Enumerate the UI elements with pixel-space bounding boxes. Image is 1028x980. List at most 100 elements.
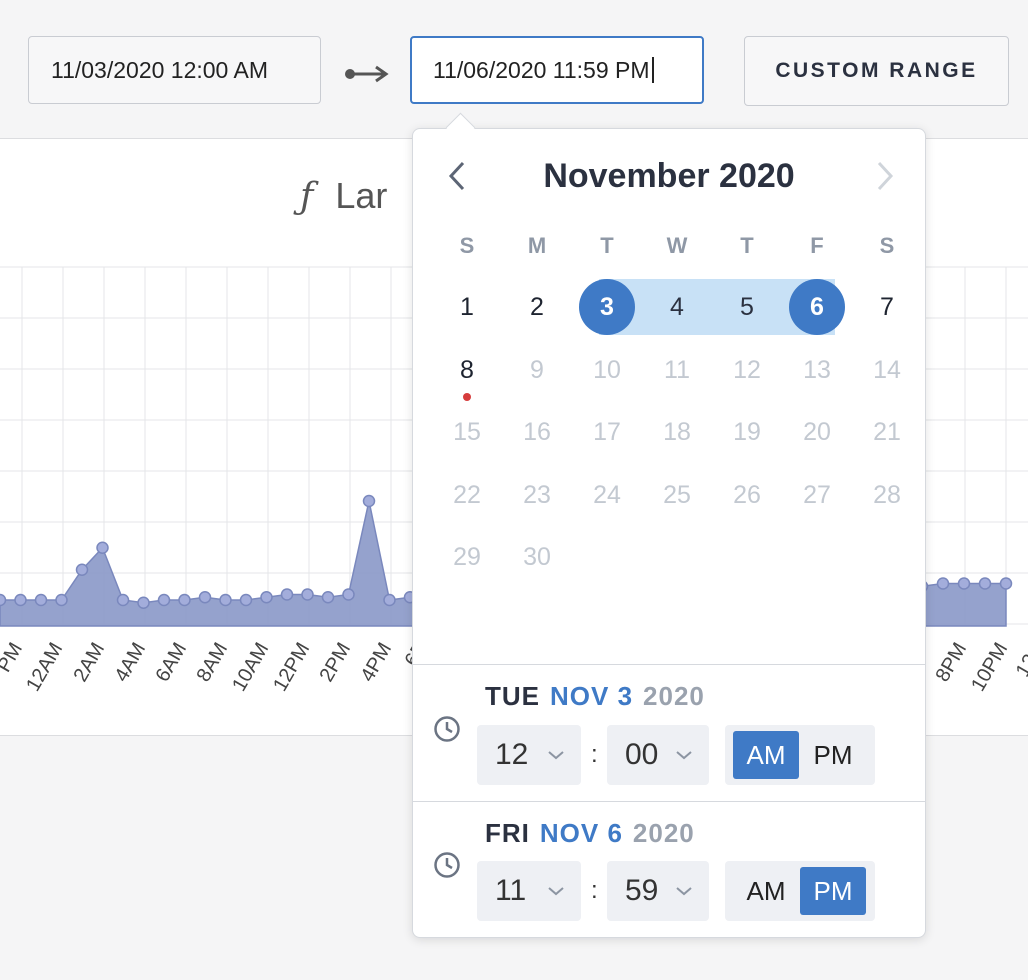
start-time-row: TUE NOV 3 2020 12 : 00 AM PM	[413, 665, 925, 800]
end-hour-select[interactable]: 11	[477, 861, 581, 921]
weekday-label: S	[879, 233, 895, 258]
data-point	[219, 593, 232, 607]
data-point	[116, 593, 130, 607]
data-point	[239, 593, 253, 607]
data-point	[999, 577, 1013, 590]
weekday-label: W	[666, 233, 688, 258]
clock-icon	[434, 852, 460, 878]
end-meridiem-toggle: AM PM	[725, 861, 875, 921]
weekday-label: M	[527, 233, 547, 258]
start-monthday: NOV 3	[550, 681, 634, 711]
calendar-day: 26	[733, 480, 761, 509]
calendar-day: 13	[803, 355, 831, 384]
start-pm-option[interactable]: PM	[813, 740, 853, 770]
data-point	[978, 577, 992, 590]
weekday-label: T	[600, 233, 614, 258]
panel-title-text: Lar	[335, 175, 388, 216]
start-minute-select[interactable]: 00	[607, 725, 709, 785]
chevron-down-icon	[548, 887, 564, 896]
data-point	[260, 591, 273, 604]
text-cursor	[651, 56, 654, 83]
chevron-right-icon[interactable]	[869, 159, 899, 193]
arrow-right-icon	[345, 65, 389, 83]
calendar-day: 15	[453, 418, 481, 446]
calendar-day: 21	[873, 418, 901, 446]
calendar-day: 25	[663, 480, 691, 509]
calendar-day: 28	[873, 480, 901, 509]
weekday-label: T	[740, 233, 754, 258]
calendar-day: 14	[873, 355, 901, 384]
function-icon: ƒ	[300, 176, 314, 217]
data-point	[321, 591, 335, 604]
start-weekday: TUE	[485, 681, 540, 711]
data-point	[96, 541, 109, 554]
today-indicator	[463, 392, 471, 401]
end-am-option[interactable]: AM	[746, 876, 786, 906]
date-range-toolbar: 11/03/2020 12:00 AM 11/06/2020 11:59 PM …	[0, 0, 1028, 139]
calendar-day[interactable]: 8	[460, 355, 474, 384]
data-point	[362, 494, 376, 508]
start-hour-select[interactable]: 12	[477, 725, 581, 785]
end-minute-select[interactable]: 59	[607, 861, 709, 921]
calendar-day[interactable]: 5	[740, 293, 754, 321]
calendar-day[interactable]: 1	[460, 293, 474, 321]
end-weekday: FRI	[485, 818, 530, 848]
calendar-day-selected[interactable]: 6	[789, 279, 845, 335]
panel-title: ƒ Lar	[300, 175, 387, 217]
data-point	[936, 577, 950, 590]
divider	[413, 801, 925, 802]
end-minute-value: 59	[625, 874, 659, 907]
end-pm-option[interactable]: PM	[800, 867, 866, 915]
data-point	[14, 593, 27, 607]
calendar-day: 17	[593, 418, 621, 446]
start-am-option[interactable]: AM	[733, 731, 799, 779]
data-point	[198, 591, 212, 604]
custom-range-button[interactable]: CUSTOM RANGE	[744, 36, 1009, 106]
data-point	[301, 588, 314, 601]
data-point	[178, 593, 191, 607]
calendar-day: 11	[664, 355, 690, 384]
data-point	[137, 596, 150, 609]
calendar-day[interactable]: 2	[530, 293, 544, 321]
calendar-day: 12	[733, 355, 761, 384]
calendar-day[interactable]: 7	[880, 293, 894, 321]
start-date-input[interactable]: 11/03/2020 12:00 AM	[28, 36, 321, 104]
chevron-left-icon[interactable]	[443, 159, 473, 193]
time-separator: :	[591, 877, 598, 904]
end-date-value: 11/06/2020 11:59 PM	[433, 57, 650, 83]
data-point	[0, 593, 7, 607]
data-point	[383, 593, 396, 607]
calendar-day: 29	[453, 543, 481, 571]
calendar-day-selected[interactable]: 3	[579, 279, 635, 335]
start-date-label: TUE NOV 3 2020	[485, 681, 705, 712]
data-point	[342, 588, 355, 601]
start-meridiem-toggle: AM PM	[725, 725, 875, 785]
end-date-label: FRI NOV 6 2020	[485, 818, 695, 849]
chevron-down-icon	[676, 887, 692, 896]
end-time-row: FRI NOV 6 2020 11 : 59 AM PM	[413, 802, 925, 937]
data-point	[957, 577, 971, 590]
calendar-day: 16	[523, 418, 551, 446]
clock-icon	[434, 716, 460, 742]
end-date-input[interactable]: 11/06/2020 11:59 PM	[410, 36, 704, 104]
calendar-day: 9	[530, 355, 544, 384]
calendar-day: 19	[733, 418, 761, 446]
end-hour-value: 11	[495, 874, 527, 907]
weekday-label: F	[810, 233, 824, 258]
divider	[413, 664, 925, 665]
calendar-day: 27	[803, 480, 831, 509]
calendar-day: 23	[523, 480, 551, 509]
data-point	[280, 588, 294, 601]
area-series-left	[0, 500, 432, 627]
start-hour-value: 12	[495, 738, 529, 771]
calendar-day[interactable]: 4	[670, 293, 684, 321]
calendar-day: 18	[663, 418, 691, 446]
end-year: 2020	[632, 818, 695, 848]
chevron-down-icon	[548, 751, 564, 760]
data-point	[75, 563, 89, 576]
calendar-day: 20	[803, 418, 831, 446]
time-separator: :	[591, 741, 598, 768]
calendar-day: 22	[453, 480, 481, 509]
calendar-day: 24	[593, 480, 621, 509]
